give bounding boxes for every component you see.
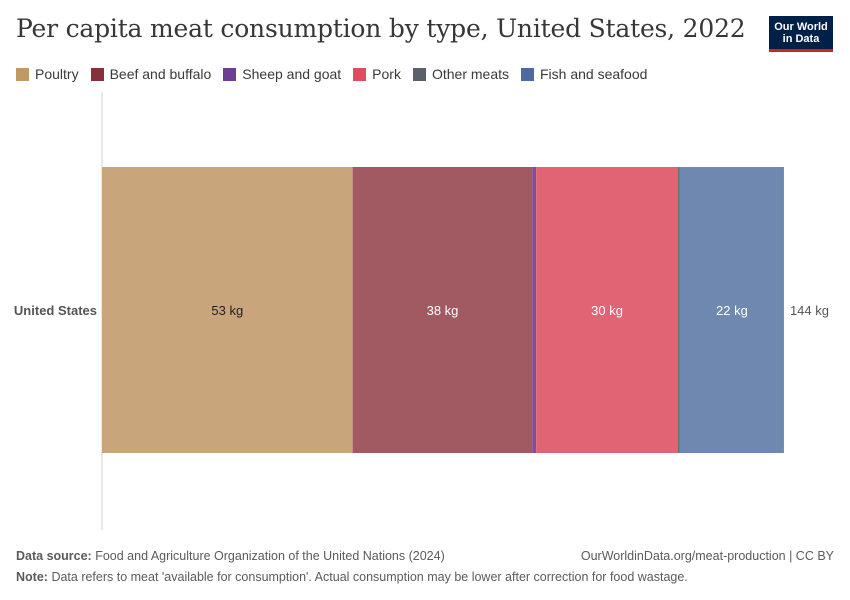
legend-swatch (90, 67, 104, 81)
logo-line-2: in Data (782, 33, 820, 45)
legend-label: Fish and seafood (540, 66, 648, 82)
logo-line-1: Our World (774, 21, 828, 33)
legend: Poultry Beef and buffalo Sheep and goat … (16, 66, 659, 82)
note-text: Data refers to meat 'available for consu… (51, 570, 688, 584)
bar-segment-other-meats[interactable] (678, 167, 680, 453)
legend-swatch (16, 67, 29, 81)
bar-segment-poultry[interactable] (102, 167, 353, 453)
legend-item-fish[interactable]: Fish and seafood (521, 66, 647, 82)
legend-item-sheep[interactable]: Sheep and goat (223, 66, 341, 82)
data-source: Data source: Food and Agriculture Organi… (16, 549, 445, 563)
legend-swatch (353, 67, 367, 81)
bar-segment-beef-and-buffalo[interactable] (352, 167, 533, 453)
legend-label: Other meats (431, 66, 509, 82)
legend-label: Poultry (35, 66, 79, 82)
legend-item-poultry[interactable]: Poultry (16, 66, 79, 82)
note-label: Note: (16, 570, 48, 584)
source-url[interactable]: OurWorldinData.org/meat-production | CC … (580, 549, 834, 563)
data-label: 22 kg (716, 303, 748, 318)
legend-label: Pork (372, 66, 401, 82)
owid-logo[interactable]: Our World in Data (769, 16, 833, 52)
legend-swatch (521, 67, 534, 81)
category-label: United States (14, 303, 97, 318)
legend-item-other-meats[interactable]: Other meats (412, 66, 509, 82)
source-text[interactable]: Food and Agriculture Organization of the… (95, 549, 445, 563)
chart-title: Per capita meat consumption by type, Uni… (16, 14, 746, 43)
bar-segment-fish-and-seafood[interactable] (679, 167, 784, 453)
chart-note: Note: Data refers to meat 'available for… (16, 570, 688, 584)
legend-label: Sheep and goat (242, 66, 342, 82)
bar-segment-sheep-and-goat[interactable] (532, 167, 537, 453)
legend-swatch (412, 67, 426, 81)
legend-label: Beef and buffalo (109, 66, 212, 82)
legend-item-pork[interactable]: Pork (353, 66, 401, 82)
source-label: Data source: (16, 549, 92, 563)
legend-item-beef[interactable]: Beef and buffalo (90, 66, 212, 82)
data-label: 38 kg (427, 303, 459, 318)
legend-swatch (223, 67, 237, 81)
total-label: 144 kg (790, 303, 829, 318)
data-label: 30 kg (591, 303, 623, 318)
bar-segment-pork[interactable] (536, 167, 679, 453)
data-label: 53 kg (211, 303, 243, 318)
